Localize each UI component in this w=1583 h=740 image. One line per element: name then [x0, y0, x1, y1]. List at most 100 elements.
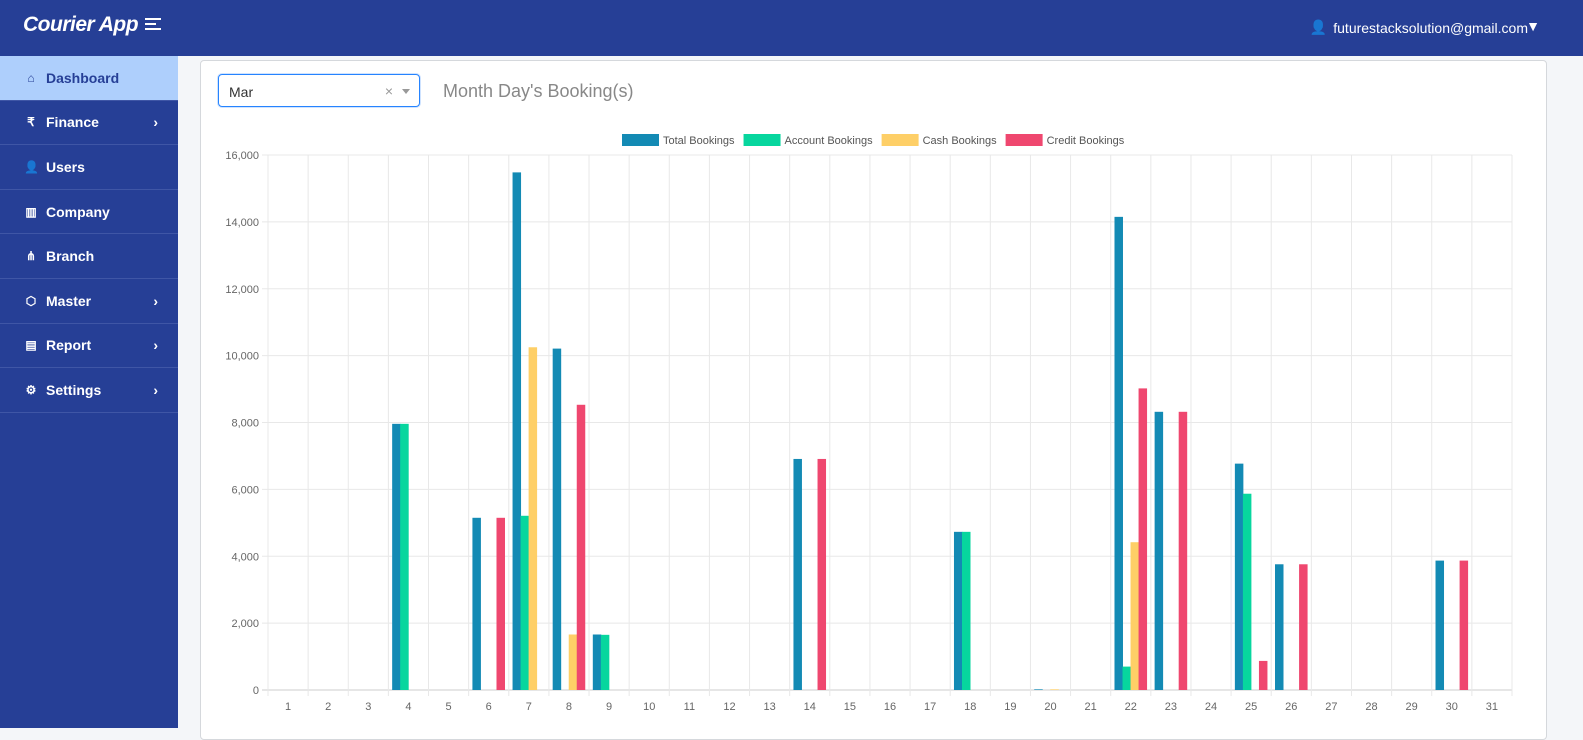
x-tick-label: 28	[1365, 701, 1377, 713]
x-tick-label: 10	[643, 701, 655, 713]
chevron-down-icon[interactable]	[402, 89, 410, 94]
bar-cash-bookings	[1130, 542, 1140, 690]
bar-total-bookings	[1275, 564, 1284, 690]
bookings-card	[200, 60, 1547, 740]
x-tick-label: 21	[1085, 701, 1097, 713]
sidebar-item-label: Settings	[46, 381, 102, 398]
sidebar-item-label: Users	[46, 158, 85, 175]
bar-account-bookings	[600, 634, 610, 690]
bar-account-bookings	[400, 423, 409, 690]
rupee-icon: ₹	[27, 115, 35, 130]
caret-down-icon[interactable]: ▼	[1526, 18, 1540, 34]
y-tick-label: 10,000	[225, 351, 259, 363]
sidebar-item-branch[interactable]: ⋔ Branch	[0, 234, 178, 279]
menu-toggle-icon[interactable]	[145, 18, 161, 32]
sidebar-item-label: Branch	[46, 248, 95, 265]
y-tick-label: 8,000	[231, 418, 259, 430]
x-tick-label: 5	[446, 701, 452, 713]
x-tick-label: 14	[804, 701, 816, 713]
x-tick-label: 22	[1125, 701, 1137, 713]
y-tick-label: 12,000	[225, 284, 259, 296]
y-tick-label: 4,000	[231, 551, 259, 563]
sidebar-item-users[interactable]: 👤 Users	[0, 145, 178, 190]
legend-label: Credit Bookings	[1047, 135, 1125, 147]
x-tick-label: 12	[723, 701, 735, 713]
x-tick-label: 20	[1044, 701, 1056, 713]
sidebar-item-finance[interactable]: ₹ Finance ›	[0, 101, 178, 146]
legend-swatch	[1005, 134, 1043, 146]
chevron-right-icon: ›	[153, 114, 158, 131]
x-tick-label: 13	[763, 701, 775, 713]
y-tick-label: 16,000	[225, 150, 259, 162]
bar-total-bookings	[1034, 689, 1043, 690]
y-tick-label: 14,000	[225, 217, 259, 229]
y-tick-label: 2,000	[231, 618, 259, 630]
clear-icon[interactable]: ×	[384, 83, 393, 99]
bar-account-bookings	[1122, 666, 1132, 690]
legend-swatch	[881, 134, 919, 146]
y-tick-label: 6,000	[231, 484, 259, 496]
sidebar-item-company[interactable]: ▥ Company	[0, 190, 178, 235]
bar-total-bookings	[953, 531, 963, 690]
building-icon: ▥	[25, 204, 37, 219]
bar-total-bookings	[592, 634, 602, 690]
x-tick-label: 15	[844, 701, 856, 713]
x-tick-label: 17	[924, 701, 936, 713]
sidebar-item-label: Dashboard	[46, 69, 120, 86]
legend-label: Cash Bookings	[923, 135, 997, 147]
y-tick-label: 0	[253, 685, 259, 697]
x-tick-label: 9	[606, 701, 612, 713]
sidebar-item-report[interactable]: ▤ Report ›	[0, 324, 178, 369]
bar-total-bookings	[552, 348, 562, 690]
x-tick-label: 7	[526, 701, 532, 713]
sitemap-icon: ⋔	[25, 249, 37, 264]
x-tick-label: 2	[325, 701, 331, 713]
bar-account-bookings	[520, 515, 530, 690]
sidebar-item-label: Finance	[46, 114, 99, 131]
x-tick-label: 26	[1285, 701, 1297, 713]
legend-swatch	[743, 134, 781, 146]
bar-cash-bookings	[1050, 689, 1059, 690]
legend-label: Account Bookings	[785, 135, 874, 147]
user-menu[interactable]: 👤 futurestacksolution@gmail.com	[1310, 19, 1528, 36]
chevron-right-icon: ›	[153, 381, 158, 398]
bar-total-bookings	[512, 172, 522, 690]
x-tick-label: 30	[1446, 701, 1458, 713]
month-select[interactable]: Mar ×	[218, 74, 420, 107]
sidebar-item-label: Report	[46, 337, 92, 354]
x-tick-label: 1	[285, 701, 291, 713]
top-bar: Courier App 👤 futurestacksolution@gmail.c…	[0, 0, 1583, 56]
user-icon: 👤	[1309, 19, 1328, 35]
chevron-right-icon: ›	[153, 292, 158, 309]
sidebar-item-label: Master	[46, 292, 92, 309]
legend-label: Total Bookings	[663, 135, 735, 147]
bar-cash-bookings	[528, 347, 538, 690]
x-tick-label: 24	[1205, 701, 1217, 713]
bar-credit-bookings	[1459, 560, 1469, 690]
bar-total-bookings	[1435, 560, 1445, 690]
brand-logo[interactable]: Courier App	[23, 13, 139, 36]
bar-total-bookings	[392, 423, 401, 690]
bar-total-bookings	[472, 517, 481, 690]
bar-account-bookings	[961, 531, 971, 690]
sidebar: ⌂ Dashboard ₹ Finance › 👤 Users ▥ Company ⋔ Branch…	[0, 56, 178, 728]
home-icon: ⌂	[27, 70, 35, 85]
x-tick-label: 6	[486, 701, 492, 713]
bar-credit-bookings	[1138, 388, 1148, 690]
sidebar-item-settings[interactable]: ⚙ Settings ›	[0, 368, 178, 413]
x-tick-label: 31	[1486, 701, 1498, 713]
x-tick-label: 19	[1004, 701, 1016, 713]
bar-total-bookings	[1114, 216, 1123, 690]
sidebar-item-dashboard[interactable]: ⌂ Dashboard	[0, 56, 178, 101]
bar-total-bookings	[793, 458, 802, 690]
x-tick-label: 23	[1165, 701, 1177, 713]
bar-credit-bookings	[1178, 411, 1188, 690]
bar-credit-bookings	[576, 404, 586, 690]
sidebar-item-master[interactable]: ⬡ Master ›	[0, 279, 178, 324]
bar-credit-bookings	[817, 458, 827, 690]
bar-account-bookings	[1242, 493, 1252, 690]
x-tick-label: 29	[1406, 701, 1418, 713]
x-tick-label: 27	[1325, 701, 1337, 713]
x-tick-label: 4	[405, 701, 411, 713]
